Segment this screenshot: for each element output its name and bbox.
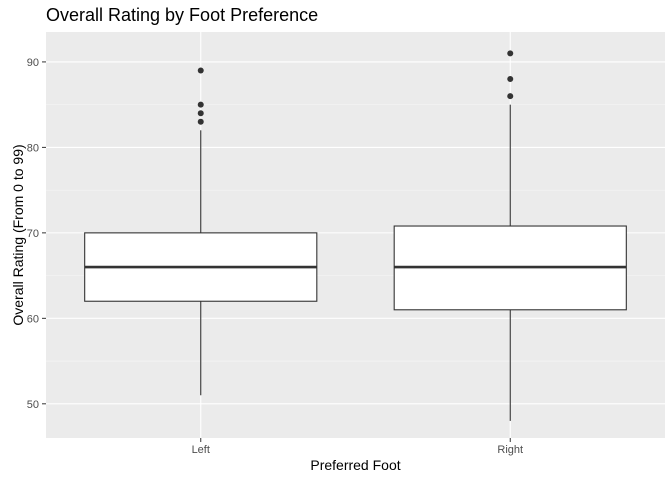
y-axis-title: Overall Rating (From 0 to 99) [10, 144, 26, 325]
outlier-point [507, 93, 514, 100]
y-tick-label: 50 [27, 399, 39, 411]
x-tick-label: Right [497, 444, 523, 456]
outlier-point [507, 76, 514, 83]
x-tick-label: Left [192, 444, 210, 456]
x-axis-ticks: Left Right [192, 438, 523, 456]
box-right [393, 50, 627, 421]
y-tick-label: 70 [27, 228, 39, 240]
chart-title: Overall Rating by Foot Preference [46, 5, 318, 25]
y-tick-label: 60 [27, 313, 39, 325]
outlier-point [197, 110, 204, 117]
y-tick-label: 90 [27, 57, 39, 69]
box-series [84, 50, 627, 421]
outlier-point [197, 67, 204, 74]
y-axis-ticks: 50 60 70 80 90 [27, 57, 46, 411]
x-axis-title: Preferred Foot [310, 457, 400, 473]
box-left [84, 67, 318, 396]
outlier-point [197, 101, 204, 108]
outlier-point [507, 50, 514, 57]
outlier-point [197, 118, 204, 125]
y-tick-label: 80 [27, 142, 39, 154]
